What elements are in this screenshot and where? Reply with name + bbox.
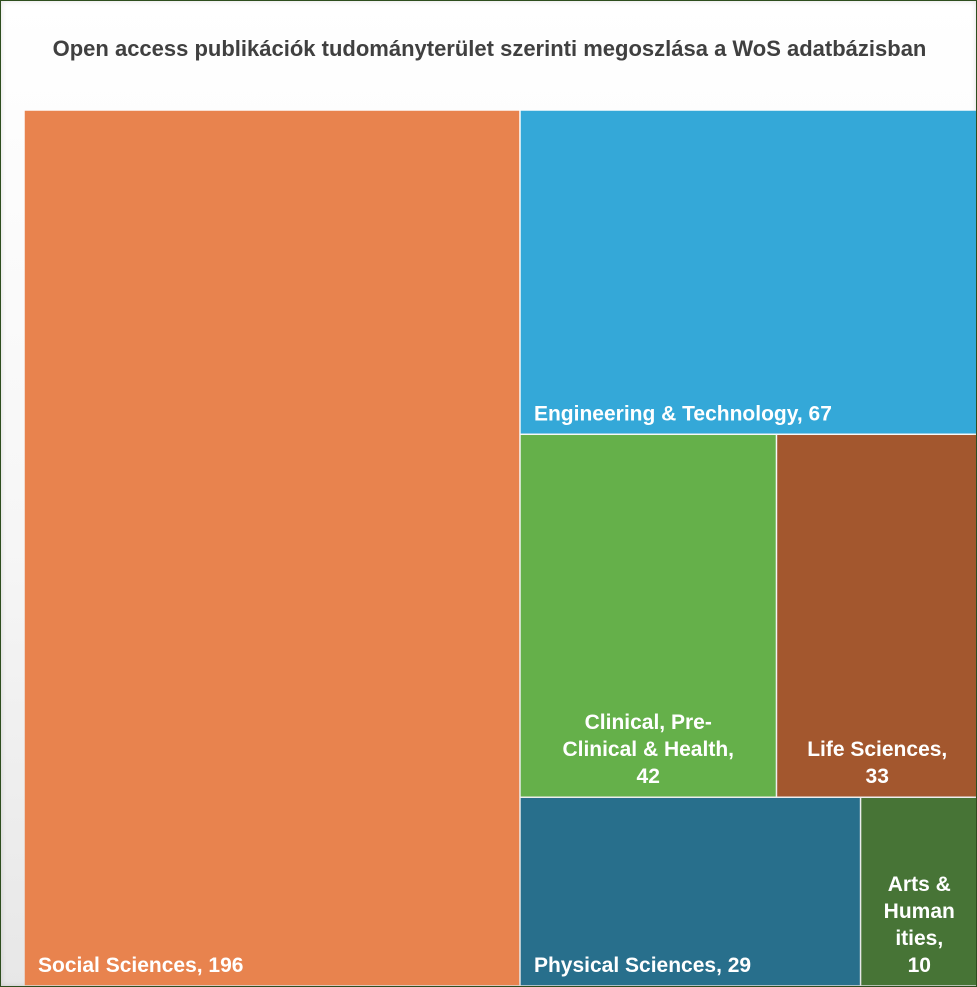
chart-title: Open access publikációk tudományterület …	[52, 36, 927, 61]
treemap-label-2: Clinical, Pre-Clinical & Health, 42	[562, 711, 734, 788]
treemap-cell-2	[520, 435, 776, 797]
treemap-cell-1	[520, 110, 976, 434]
treemap-cell-4	[520, 797, 860, 986]
treemap-label-5: Arts & Human ities, 10	[884, 873, 955, 977]
treemap-label-1: Engineering & Technology, 67	[534, 402, 832, 425]
treemap-label-4: Physical Sciences, 29	[534, 954, 751, 977]
treemap-cell-0	[24, 110, 520, 986]
treemap-cell-5	[861, 797, 976, 986]
treemap-cell-3	[777, 435, 976, 797]
treemap-label-3: Life Sciences, 33	[807, 738, 947, 788]
treemap-label-0: Social Sciences, 196	[38, 954, 243, 977]
